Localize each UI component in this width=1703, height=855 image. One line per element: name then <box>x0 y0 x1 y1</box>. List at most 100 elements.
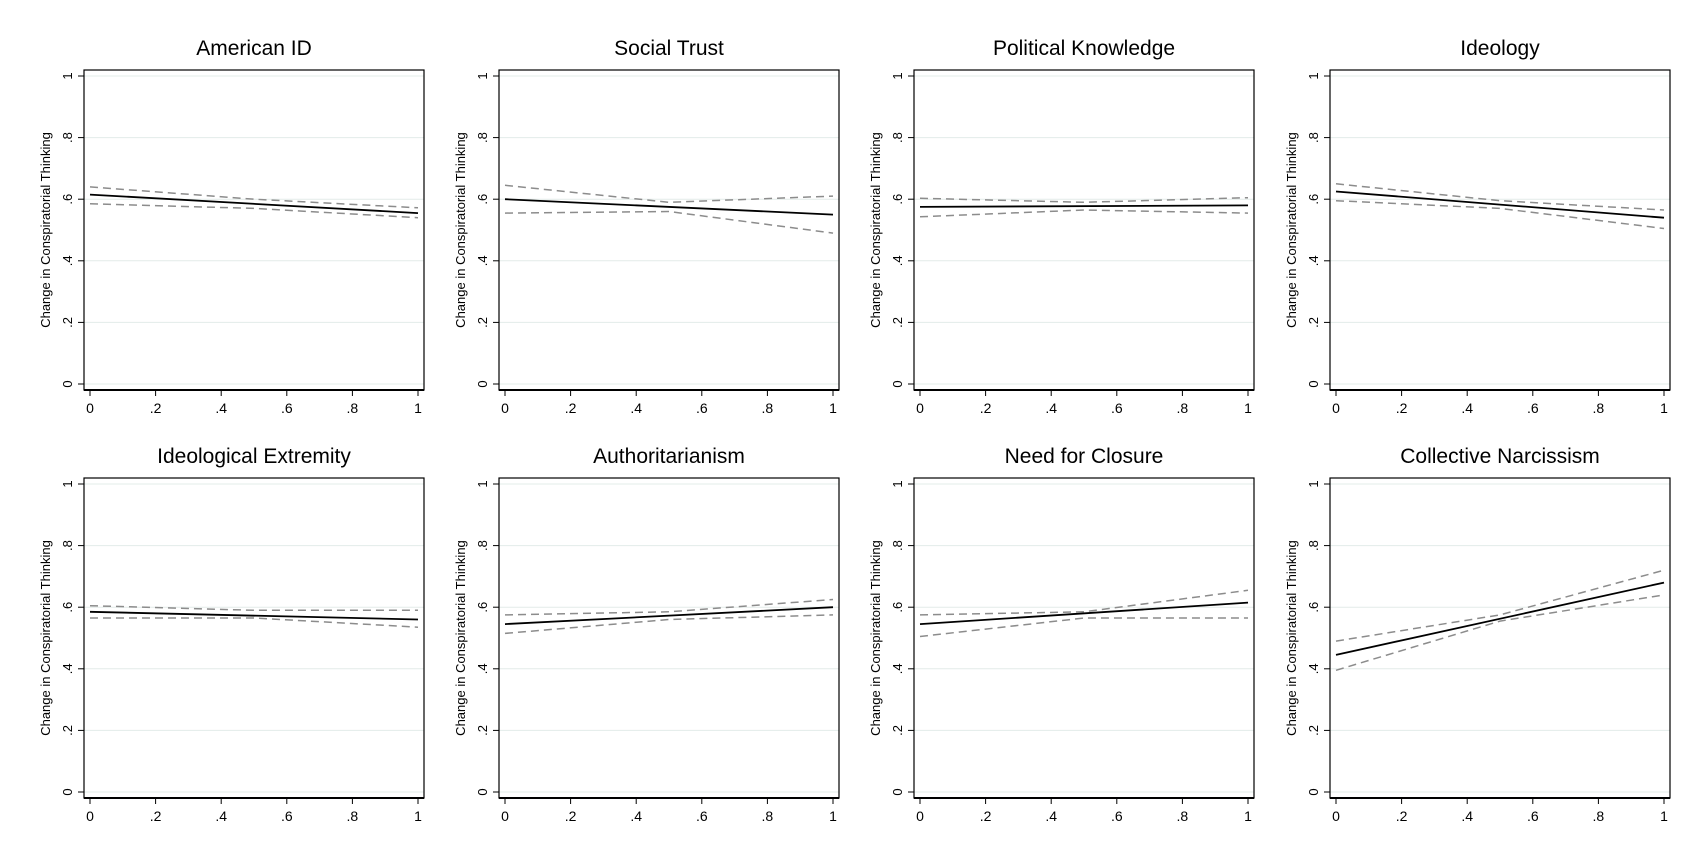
x-tick-label: .8 <box>347 400 359 416</box>
x-tick-label: .8 <box>347 808 359 824</box>
upper-ci-line <box>1335 569 1665 642</box>
y-tick-label: 0 <box>1306 380 1321 387</box>
estimate-line <box>89 610 419 621</box>
x-tick-label: .4 <box>630 400 642 416</box>
x-tick-label: .6 <box>281 400 293 416</box>
x-tick-label: .8 <box>762 808 774 824</box>
lower-ci-line <box>1335 594 1665 672</box>
y-tick-label: .8 <box>475 540 490 551</box>
x-tick-label: 0 <box>86 400 94 416</box>
x-tick-label: .2 <box>980 400 992 416</box>
y-tick-label: .2 <box>1306 317 1321 328</box>
x-tick-label: 0 <box>916 808 924 824</box>
y-tick-label: 1 <box>890 72 905 79</box>
panel-title: Authoritarianism <box>593 445 745 468</box>
x-tick-label: .2 <box>150 808 162 824</box>
x-tick-label: .8 <box>1593 808 1605 824</box>
y-tick-label: 1 <box>475 480 490 487</box>
upper-ci-line <box>504 184 834 204</box>
x-tick-label: 1 <box>829 400 837 416</box>
y-tick-label: .2 <box>890 725 905 736</box>
y-tick-label: .6 <box>475 194 490 205</box>
panel-title: American ID <box>196 37 312 60</box>
x-tick-label: .4 <box>1045 808 1057 824</box>
upper-ci-line <box>919 196 1249 204</box>
x-tick-label: 0 <box>86 808 94 824</box>
panel-4: Ideology 0 .2 .4 .6 .8 1 0 .2 .4 .6 .8 1 Change in Co… <box>1284 37 1671 416</box>
panel-5: Ideological Extremity 0 .2 .4 .6 .8 1 0 .2 .4 .6 .8… <box>38 445 425 824</box>
x-tick-label: .4 <box>1461 808 1473 824</box>
y-tick-label: 0 <box>60 788 75 795</box>
x-tick-label: .6 <box>1111 400 1123 416</box>
x-tick-label: 0 <box>501 808 509 824</box>
y-tick-label: .8 <box>890 540 905 551</box>
y-axis-title: Change in Conspiratorial Thinking <box>453 132 468 328</box>
upper-ci-line <box>504 598 834 616</box>
x-tick-label: 1 <box>1660 808 1668 824</box>
x-tick-label: .2 <box>1396 808 1408 824</box>
y-axis-title: Change in Conspiratorial Thinking <box>1284 540 1299 736</box>
plot-frame <box>83 69 425 391</box>
panel-title: Political Knowledge <box>993 37 1175 60</box>
estimate-line <box>919 601 1249 625</box>
estimate-line <box>504 198 834 216</box>
y-tick-label: .6 <box>1306 194 1321 205</box>
x-tick-label: .4 <box>630 808 642 824</box>
panel-6: Authoritarianism 0 .2 .4 .6 .8 1 0 .2 .4 .6 .8 1 Chan… <box>453 445 840 824</box>
panel-title: Social Trust <box>614 37 724 60</box>
plot-frame <box>498 477 840 799</box>
y-axis-title: Change in Conspiratorial Thinking <box>38 132 53 328</box>
y-tick-label: .2 <box>60 725 75 736</box>
x-tick-label: .8 <box>762 400 774 416</box>
y-tick-label: 0 <box>890 788 905 795</box>
plot-frame <box>913 477 1255 799</box>
y-tick-label: .4 <box>475 663 490 674</box>
x-tick-label: .2 <box>1396 400 1408 416</box>
y-tick-label: 0 <box>60 380 75 387</box>
x-tick-label: .6 <box>281 808 293 824</box>
y-tick-label: .8 <box>1306 540 1321 551</box>
x-tick-label: .4 <box>1045 400 1057 416</box>
x-tick-label: 0 <box>501 400 509 416</box>
x-tick-label: .8 <box>1177 808 1189 824</box>
panel-7: Need for Closure 0 .2 .4 .6 .8 1 0 .2 .4 .6 .8 1 Chan… <box>868 445 1255 824</box>
lower-ci-line <box>1335 199 1665 230</box>
panel-title: Need for Closure <box>1005 445 1164 468</box>
x-tick-label: .2 <box>980 808 992 824</box>
x-tick-label: 0 <box>1332 400 1340 416</box>
x-tick-label: .2 <box>565 808 577 824</box>
x-tick-label: 1 <box>1244 808 1252 824</box>
y-tick-label: .4 <box>60 255 75 266</box>
x-tick-label: .4 <box>215 400 227 416</box>
upper-ci-line <box>89 186 419 209</box>
panel-title: Collective Narcissism <box>1400 445 1600 468</box>
y-tick-label: 1 <box>890 480 905 487</box>
y-tick-label: .6 <box>60 194 75 205</box>
y-tick-label: .2 <box>1306 725 1321 736</box>
y-tick-label: .8 <box>475 132 490 143</box>
y-axis-title: Change in Conspiratorial Thinking <box>453 540 468 736</box>
y-tick-label: .2 <box>890 317 905 328</box>
estimate-line <box>919 204 1249 208</box>
panel-3: Political Knowledge 0 .2 .4 .6 .8 1 0 .2 .4 .6 .8 1 C… <box>868 37 1255 416</box>
y-tick-label: .6 <box>890 602 905 613</box>
y-tick-label: .4 <box>1306 255 1321 266</box>
y-tick-label: .2 <box>475 317 490 328</box>
upper-ci-line <box>919 589 1249 616</box>
y-tick-label: .6 <box>60 602 75 613</box>
y-tick-label: 0 <box>475 788 490 795</box>
lower-ci-line <box>90 617 419 628</box>
x-tick-label: .4 <box>1461 400 1473 416</box>
y-tick-label: 1 <box>1306 72 1321 79</box>
y-tick-label: 1 <box>1306 480 1321 487</box>
y-tick-label: .4 <box>475 255 490 266</box>
plot-frame <box>1329 477 1671 799</box>
upper-ci-line <box>89 604 418 612</box>
y-tick-label: 0 <box>1306 788 1321 795</box>
y-tick-label: 1 <box>60 480 75 487</box>
x-tick-label: 1 <box>829 808 837 824</box>
lower-ci-line <box>89 203 419 219</box>
estimate-line <box>89 193 419 214</box>
x-tick-label: 1 <box>1660 400 1668 416</box>
